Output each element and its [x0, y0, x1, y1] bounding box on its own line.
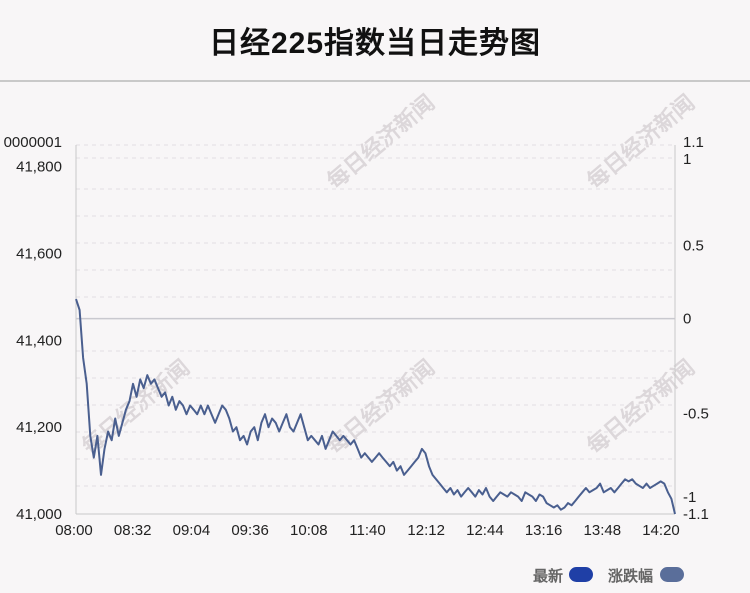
legend-change-swatch [660, 567, 684, 582]
x-tick-label: 08:00 [55, 522, 93, 539]
y-left-tick-labels: 41,000 41,200 41,400 41,600 41,800 0000001 [4, 134, 62, 523]
legend-latest-label: 最新 [533, 568, 564, 585]
y-left-tick-label: 41,000 [16, 506, 62, 523]
price-series-line [75, 298, 676, 515]
series-layer [75, 298, 676, 515]
x-tick-label: 13:16 [525, 522, 563, 539]
x-tick-labels: 08:00 08:32 09:04 09:36 10:08 11:40 12:12 12:44… [55, 522, 680, 539]
y-right-tick-label: -1.1 [683, 506, 709, 523]
y-left-tick-label: 41,400 [16, 332, 62, 349]
watermark-text: 每日经济新闻 [582, 90, 699, 194]
watermark-text: 每日经济新闻 [322, 90, 439, 194]
y-right-tick-label: 0.5 [683, 238, 704, 255]
y-right-tick-labels: -1.1-1 -0.5 0 0.5 11.1 [683, 134, 709, 523]
x-tick-label: 09:04 [173, 522, 211, 539]
x-tick-label: 13:48 [584, 522, 622, 539]
y-right-tick-label: 0 [683, 311, 691, 328]
grid-lines [76, 144, 675, 487]
x-tick-label: 09:36 [231, 522, 269, 539]
y-right-tick-label: 1 [683, 151, 691, 168]
y-left-tick-label: 41,600 [16, 246, 62, 263]
legend-latest-swatch [569, 567, 593, 582]
y-left-tick-label: 41,800 [16, 159, 62, 176]
y-right-tick-label: 1.1 [683, 134, 704, 151]
axes [75, 145, 676, 515]
y-left-tick-label: 41,200 [16, 419, 62, 436]
watermark-text: 每日经济新闻 [322, 355, 439, 459]
watermark-text: 每日经济新闻 [582, 355, 699, 459]
title-divider [0, 80, 750, 82]
x-tick-label: 08:32 [114, 522, 152, 539]
legend-change-label: 涨跌幅 [608, 568, 654, 585]
y-right-tick-label: -1 [683, 489, 696, 506]
y-right-tick-label: -0.5 [683, 405, 709, 422]
x-tick-label: 12:12 [407, 522, 445, 539]
chart-title: 日经225指数当日走势图 [208, 27, 542, 60]
x-tick-label: 11:40 [349, 522, 385, 539]
x-tick-label: 10:08 [290, 522, 328, 539]
x-tick-label: 14:20 [642, 522, 680, 539]
x-tick-label: 12:44 [466, 522, 504, 539]
y-left-tick-label: 0000001 [4, 134, 62, 151]
